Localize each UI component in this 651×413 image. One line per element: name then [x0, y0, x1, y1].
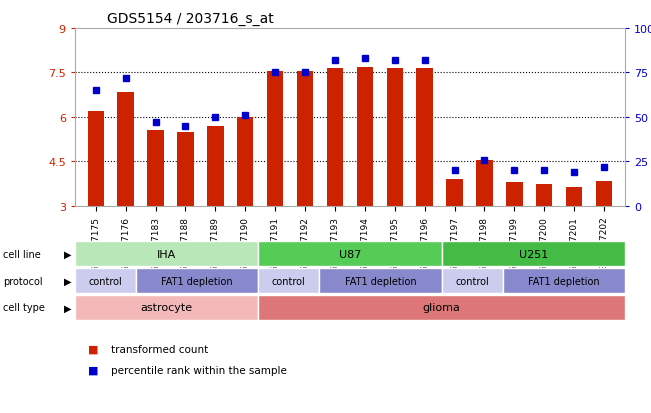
Bar: [297, 72, 313, 206]
Text: control: control: [455, 276, 489, 286]
Text: ▶: ▶: [64, 249, 72, 259]
Bar: [477, 161, 493, 206]
Text: percentile rank within the sample: percentile rank within the sample: [111, 365, 286, 375]
Bar: [387, 69, 403, 206]
Text: protocol: protocol: [3, 276, 43, 286]
Text: ■: ■: [88, 365, 98, 375]
Text: FAT1 depletion: FAT1 depletion: [528, 276, 600, 286]
Bar: [267, 72, 283, 206]
Bar: [327, 69, 343, 206]
Bar: [506, 183, 523, 206]
Text: control: control: [272, 276, 306, 286]
Text: GDS5154 / 203716_s_at: GDS5154 / 203716_s_at: [107, 12, 274, 26]
Text: astrocyte: astrocyte: [141, 303, 193, 313]
Bar: [447, 180, 463, 206]
Text: ▶: ▶: [64, 276, 72, 286]
Text: U251: U251: [519, 249, 548, 259]
Bar: [117, 93, 134, 206]
Bar: [536, 184, 553, 206]
Bar: [237, 118, 253, 206]
Bar: [566, 187, 583, 206]
Bar: [596, 181, 612, 206]
Text: glioma: glioma: [422, 303, 460, 313]
Text: ■: ■: [88, 344, 98, 354]
Bar: [177, 133, 194, 206]
Text: U87: U87: [339, 249, 361, 259]
Bar: [147, 131, 164, 206]
Bar: [417, 69, 433, 206]
Text: FAT1 depletion: FAT1 depletion: [161, 276, 233, 286]
Text: FAT1 depletion: FAT1 depletion: [344, 276, 416, 286]
Text: ▶: ▶: [64, 303, 72, 313]
Text: control: control: [89, 276, 122, 286]
Bar: [207, 127, 223, 206]
Bar: [88, 112, 104, 206]
Text: IHA: IHA: [157, 249, 176, 259]
Bar: [357, 67, 373, 206]
Text: cell type: cell type: [3, 303, 45, 313]
Text: cell line: cell line: [3, 249, 41, 259]
Text: transformed count: transformed count: [111, 344, 208, 354]
